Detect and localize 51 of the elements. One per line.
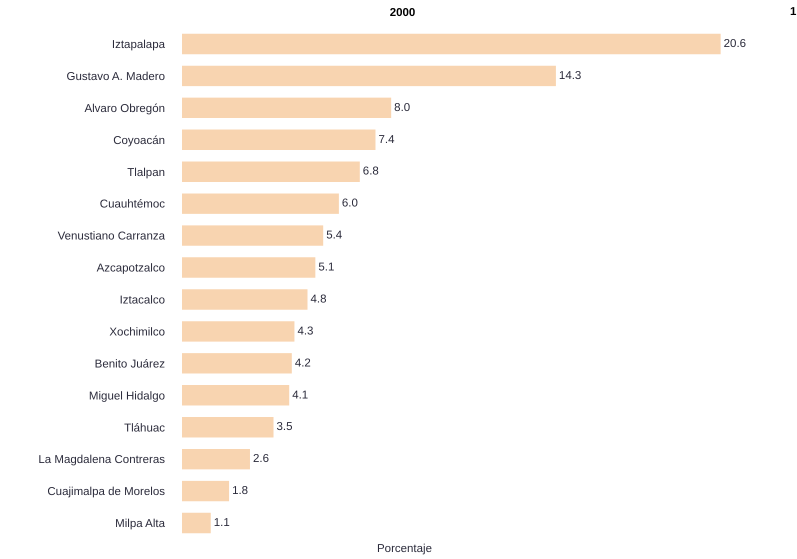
y-tick-label: Cuajimalpa de Morelos [47,486,166,498]
data-label: 6.0 [342,198,358,210]
text: 1 [790,6,797,18]
data-label: 2.6 [252,453,269,466]
bar [182,162,360,182]
y-tick-label: Gustavo A. Madero [66,70,165,83]
data-label: 4.8 [310,293,327,306]
y-tick-label: La Magdalena Contreras [38,454,166,466]
bar [182,289,308,310]
data-label: 5.4 [326,230,343,242]
bar [182,417,274,438]
data-label: 1.8 [232,485,248,498]
bar [182,353,292,374]
bar [182,34,721,54]
bar [182,225,324,246]
data-label: 8.0 [394,102,410,114]
bar [182,448,250,470]
x-axis-title: Porcentaje [377,543,432,555]
y-tick-label: Miguel Hidalgo [88,390,165,402]
chart-title: 2000 [390,7,416,20]
bar [182,98,392,118]
y-tick-label: Benito Juárez [94,358,166,370]
y-tick-label: Alvaro Obregón [84,102,165,115]
data-label: 4.3 [297,325,314,338]
bar [182,130,376,150]
y-tick-label: Cuauhtémoc [100,198,166,211]
data-label: 1.1 [214,517,230,530]
data-label: 7.4 [378,134,396,146]
y-tick-label: Coyoacán [113,134,165,147]
data-label: 4.1 [292,389,308,402]
y-tick-label: Tláhuac [124,422,166,434]
y-tick-label: Azcapotzalco [96,262,165,275]
y-tick-label: Iztapalapa [112,38,166,51]
data-label: 14.3 [558,70,582,82]
y-tick-label: Iztacalco [120,294,165,306]
y-tick-label: Tlalpan [127,166,165,179]
data-label: 3.5 [276,421,293,434]
y-tick-label: Milpa Alta [115,518,166,530]
data-label: 4.2 [294,357,311,370]
bar [182,257,316,278]
data-label: 5.1 [318,262,334,274]
bar [182,321,294,342]
bar [182,193,339,214]
bar [182,385,290,406]
y-tick-label: Xochimilco [109,326,165,338]
y-tick-label: Venustiano Carranza [58,230,166,243]
data-label: 6.8 [362,166,379,178]
bar [182,66,556,86]
bar [182,512,211,534]
bar [182,480,230,502]
data-label: 20.6 [724,38,746,50]
